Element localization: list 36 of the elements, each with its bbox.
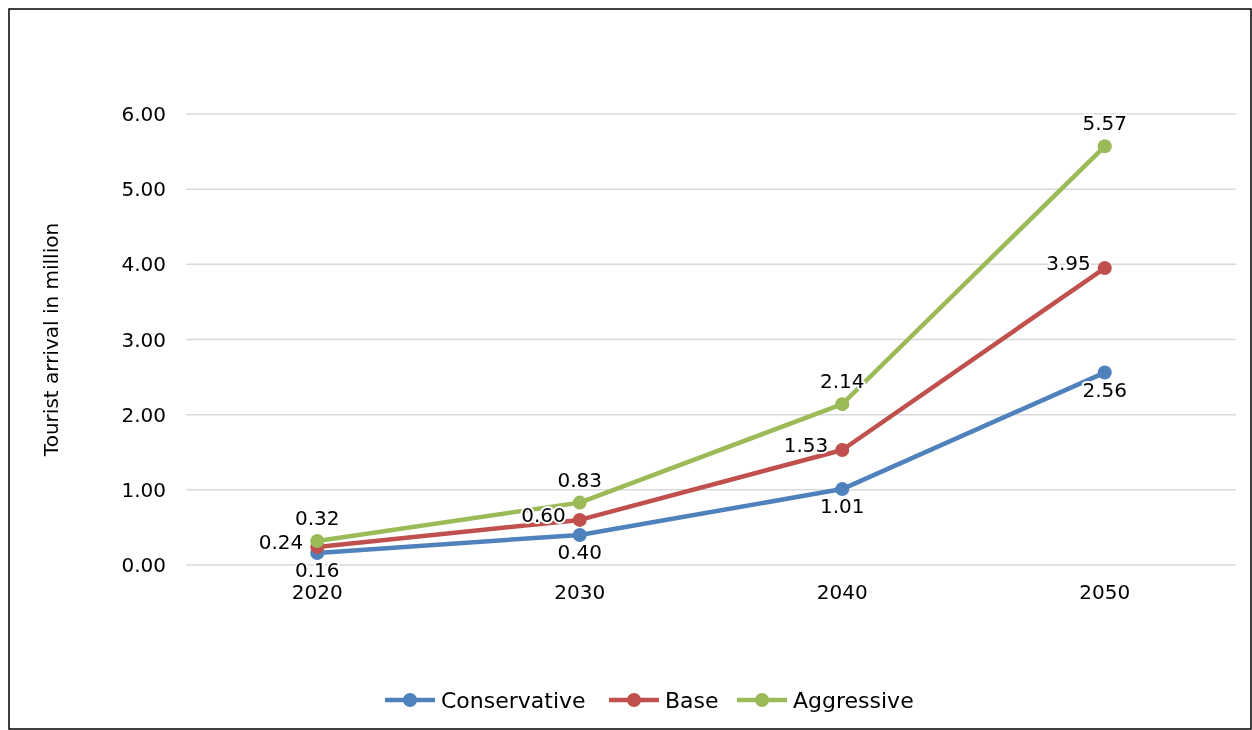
y-tick-label: 4.00 xyxy=(121,252,166,277)
point xyxy=(1097,139,1112,154)
point xyxy=(835,443,850,457)
data-label: 1.53 xyxy=(783,432,829,457)
data-label: 0.32 xyxy=(294,505,340,530)
y-tick-label: 6.00 xyxy=(121,102,166,126)
point xyxy=(310,533,325,548)
x-tick-label: 2040 xyxy=(816,580,868,604)
point xyxy=(835,397,850,412)
data-label: 2.14 xyxy=(819,369,865,394)
legend-label: Base xyxy=(665,687,719,713)
y-tick-label: 3.00 xyxy=(121,327,166,352)
x-tick-label: 2030 xyxy=(554,580,606,604)
data-label: 5.57 xyxy=(1082,111,1128,136)
legend-label: Aggressive xyxy=(793,687,914,713)
point xyxy=(572,512,587,527)
x-tick-label: 2020 xyxy=(291,580,343,604)
data-label: 0.16 xyxy=(294,557,340,582)
y-tick-label: 5.00 xyxy=(121,177,166,202)
legend-label: Conservative xyxy=(441,687,586,713)
data-label: 0.83 xyxy=(557,467,603,492)
point xyxy=(572,527,587,542)
data-label: 1.01 xyxy=(819,494,865,519)
point xyxy=(572,495,587,510)
y-tick-label: 0.00 xyxy=(121,553,166,577)
point xyxy=(835,482,850,497)
data-label: 3.95 xyxy=(1046,251,1091,276)
data-label: 0.24 xyxy=(258,529,304,554)
x-tick-label: 2050 xyxy=(1079,580,1131,604)
y-axis-title: Tourist arrival in million xyxy=(39,222,63,458)
point xyxy=(1097,261,1112,276)
data-label: 0.40 xyxy=(557,539,603,564)
point xyxy=(1097,365,1112,380)
y-tick-label: 1.00 xyxy=(121,477,166,502)
data-label: 2.56 xyxy=(1082,377,1128,402)
y-tick-label: 2.00 xyxy=(121,402,166,427)
